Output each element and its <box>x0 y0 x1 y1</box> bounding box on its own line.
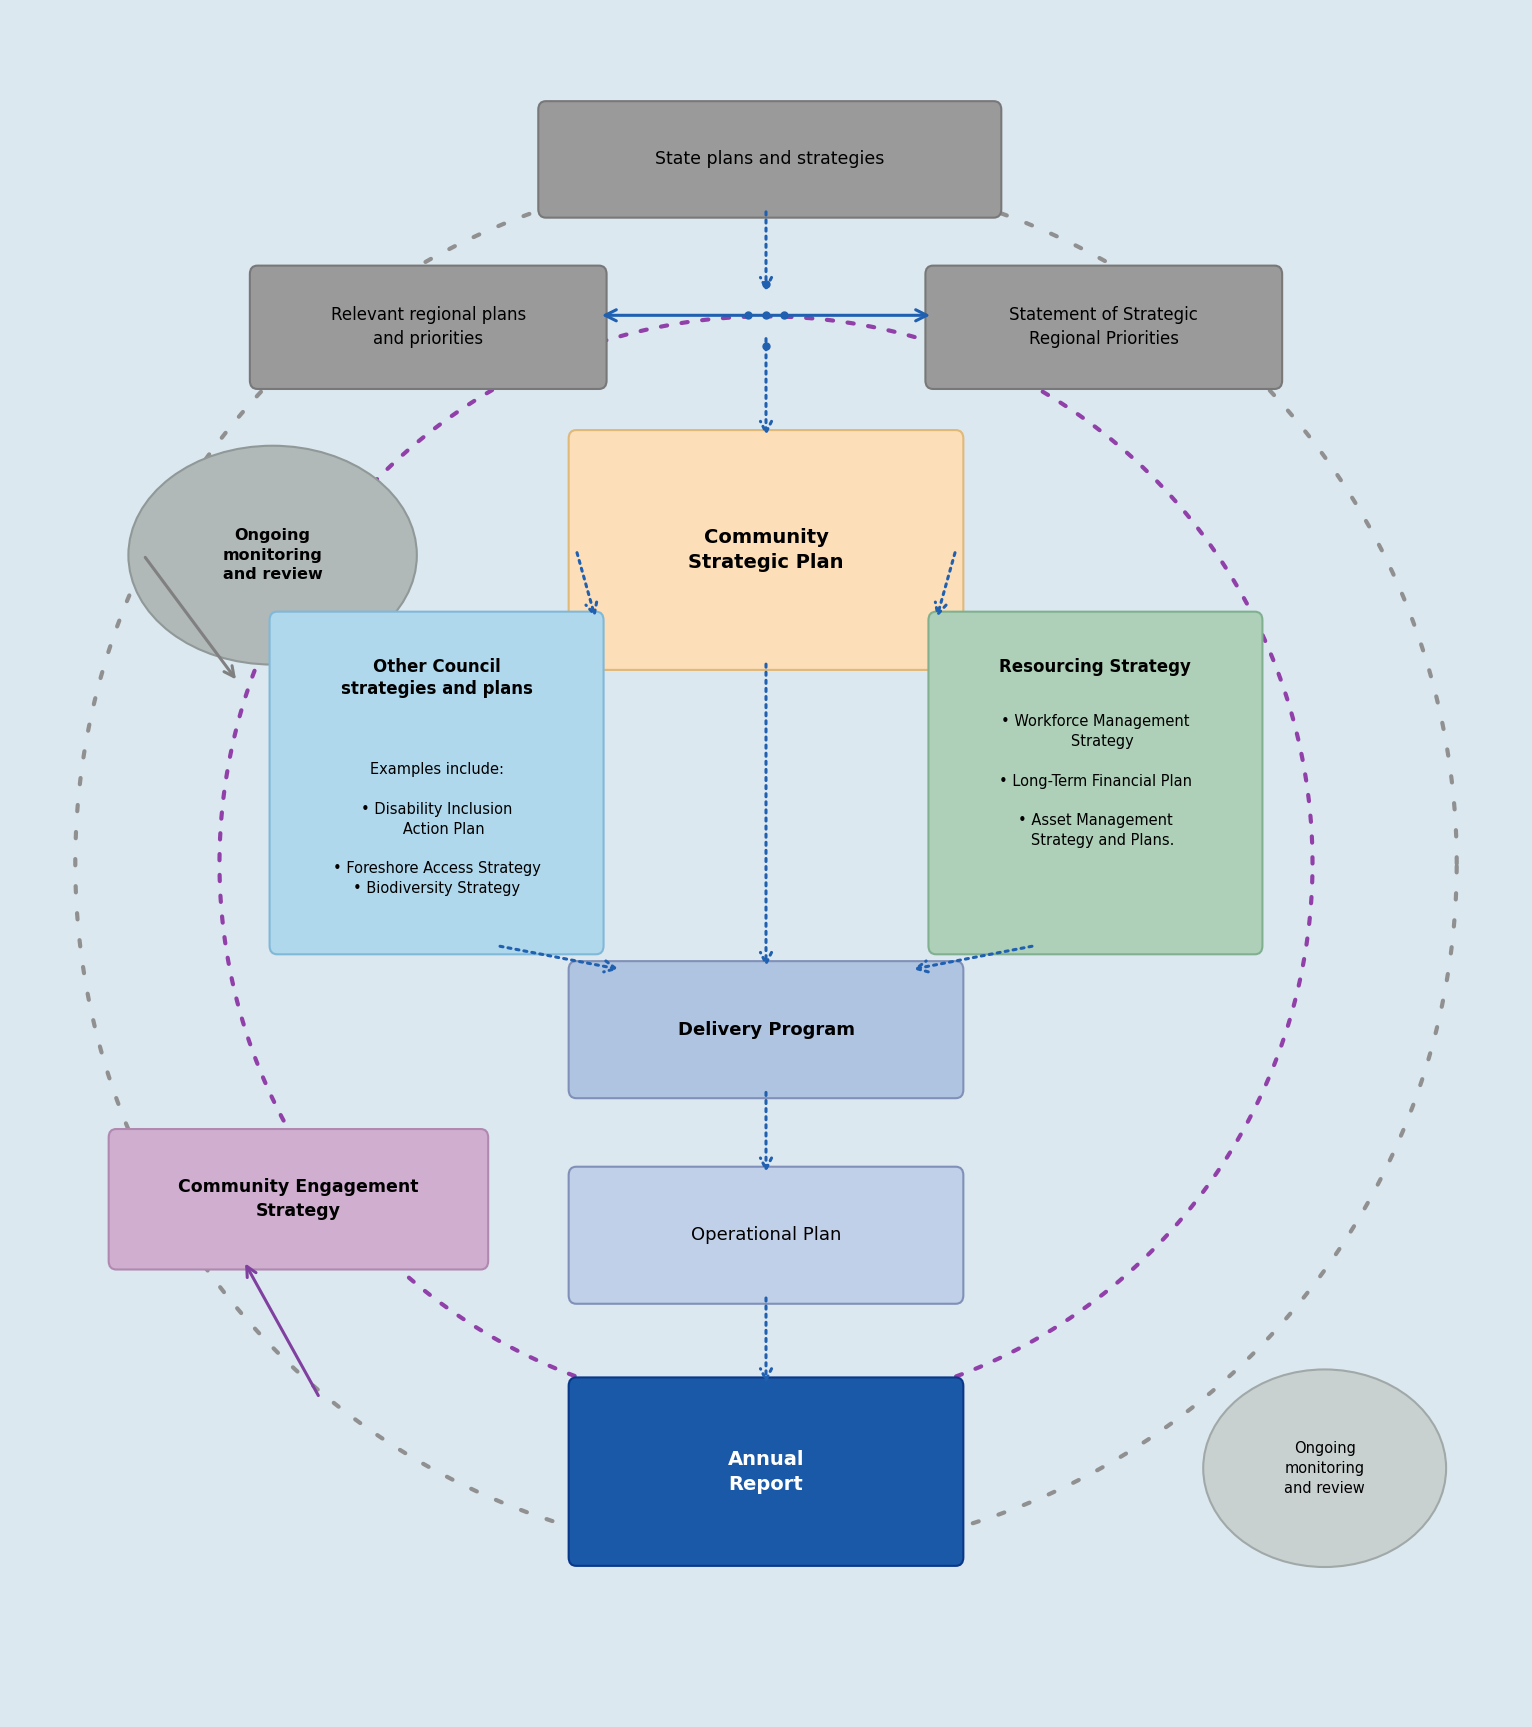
FancyBboxPatch shape <box>568 962 964 1098</box>
FancyBboxPatch shape <box>568 1378 964 1566</box>
Text: Ongoing
monitoring
and review: Ongoing monitoring and review <box>222 528 323 582</box>
FancyBboxPatch shape <box>250 266 607 389</box>
Text: Delivery Program: Delivery Program <box>677 1021 855 1038</box>
Text: Annual
Report: Annual Report <box>728 1449 804 1494</box>
Text: Other Council
strategies and plans: Other Council strategies and plans <box>340 658 533 698</box>
Text: Resourcing Strategy: Resourcing Strategy <box>999 658 1192 675</box>
Text: Statement of Strategic
Regional Priorities: Statement of Strategic Regional Prioriti… <box>1010 306 1198 349</box>
Text: Ongoing
monitoring
and review: Ongoing monitoring and review <box>1284 1440 1365 1496</box>
Text: Community
Strategic Plan: Community Strategic Plan <box>688 528 844 572</box>
FancyBboxPatch shape <box>568 430 964 670</box>
FancyBboxPatch shape <box>538 102 1002 218</box>
FancyBboxPatch shape <box>270 611 604 955</box>
FancyBboxPatch shape <box>568 1167 964 1304</box>
FancyBboxPatch shape <box>928 611 1262 955</box>
Text: Relevant regional plans
and priorities: Relevant regional plans and priorities <box>331 306 525 349</box>
Ellipse shape <box>1203 1370 1446 1566</box>
Text: Operational Plan: Operational Plan <box>691 1226 841 1243</box>
Text: • Workforce Management
   Strategy

• Long-Term Financial Plan

• Asset Manageme: • Workforce Management Strategy • Long-T… <box>999 715 1192 848</box>
FancyBboxPatch shape <box>925 266 1282 389</box>
Text: State plans and strategies: State plans and strategies <box>656 150 884 169</box>
Text: Examples include:

• Disability Inclusion
   Action Plan

• Foreshore Access Str: Examples include: • Disability Inclusion… <box>332 762 541 896</box>
Ellipse shape <box>129 446 417 665</box>
FancyBboxPatch shape <box>109 1129 489 1269</box>
Text: Community Engagement
Strategy: Community Engagement Strategy <box>178 1178 418 1219</box>
